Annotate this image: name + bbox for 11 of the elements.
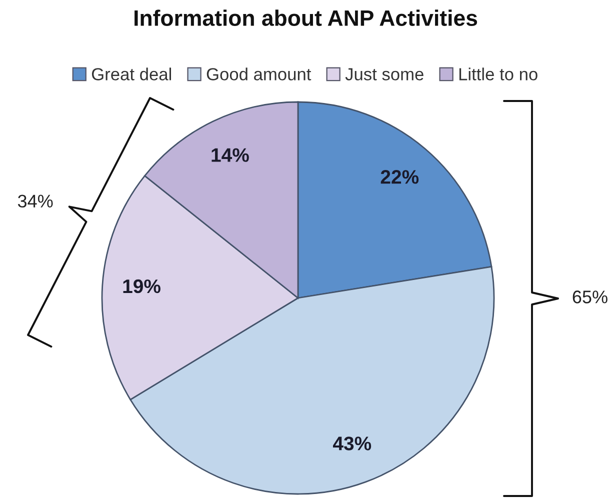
data-label: 14% xyxy=(212,148,249,162)
legend-label: Great deal xyxy=(92,68,172,80)
chart-title: Information about ANP Activities xyxy=(134,10,478,26)
legend-label: Just some xyxy=(345,68,424,80)
legend-label: Good amount xyxy=(206,68,312,80)
data-label: 19% xyxy=(123,279,160,294)
text: 65% xyxy=(572,290,608,304)
legend-label: Little to no xyxy=(459,68,538,80)
data-label: 43% xyxy=(332,436,372,450)
text: 34% xyxy=(18,194,53,208)
data-label: 22% xyxy=(380,170,419,184)
